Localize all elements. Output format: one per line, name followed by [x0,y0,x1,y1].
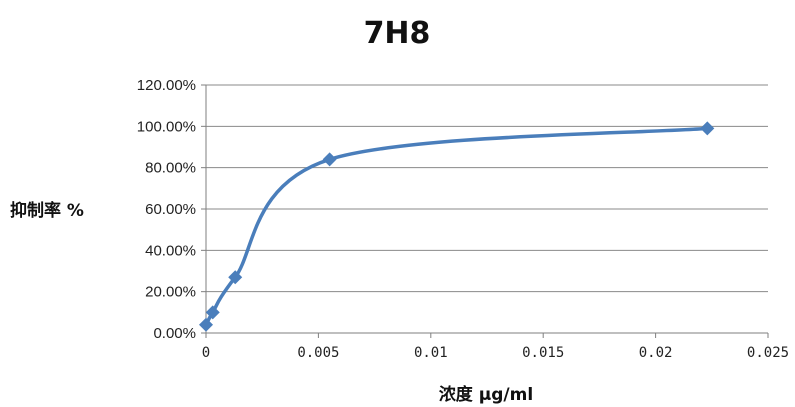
data-point [205,305,220,320]
y-tick-label: 120.00% [137,77,196,94]
y-tick-label: 20.00% [145,284,196,301]
x-tick-label: 0.025 [747,345,789,361]
x-axis-label: 浓度 μg/ml [439,384,533,405]
data-point [700,121,715,136]
y-tick-label: 60.00% [145,201,196,218]
x-tick-label: 0.015 [522,345,564,361]
data-point [199,317,213,332]
y-tick-label: 0.00% [153,325,196,342]
x-tick-label: 0.01 [414,345,448,361]
chart-title: 7H8 [364,16,431,51]
data-point [228,270,243,285]
y-tick-label: 40.00% [145,242,196,259]
gridlines [206,84,768,293]
data-point [322,152,337,167]
x-tick-label: 0 [202,345,210,361]
y-axis-label: 抑制率 % [10,200,84,221]
y-tick-label: 80.00% [145,160,196,177]
x-tick-labels: 0 0.005 0.01 0.015 0.02 0.025 [202,333,789,361]
x-tick-label: 0.005 [297,345,339,361]
series-line [204,126,710,327]
series [199,121,715,332]
y-tick-labels: 0.00% 20.00% 40.00% 60.00% 80.00% 100.00% 120.… [137,77,206,342]
y-tick-label: 100.00% [137,118,196,135]
x-tick-label: 0.02 [639,345,673,361]
